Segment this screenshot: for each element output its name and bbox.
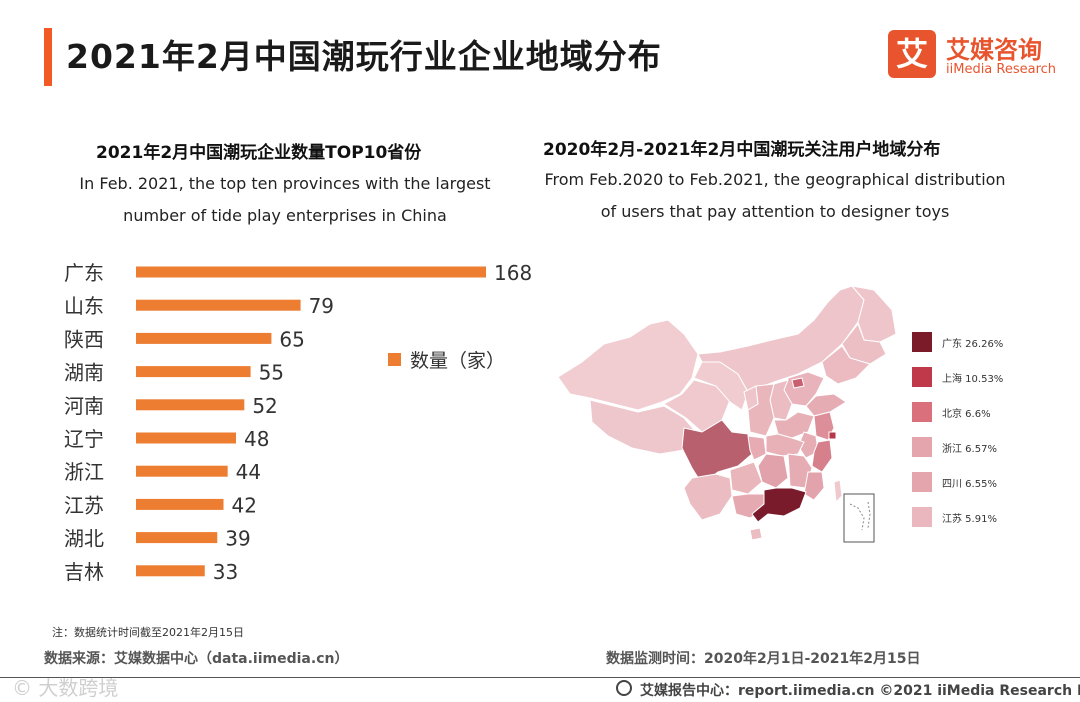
map-region-taiwan — [833, 479, 843, 504]
map-legend-label: 北京 6.6% — [942, 409, 991, 420]
category-label: 湖北 — [64, 527, 104, 551]
title-accent-bar — [44, 28, 52, 86]
map-region-beijing — [791, 377, 805, 389]
category-label: 河南 — [64, 394, 104, 418]
category-label: 湖南 — [64, 361, 104, 385]
legend-swatch — [388, 353, 401, 366]
map-region-chongqing — [747, 435, 767, 461]
map-legend-swatch — [912, 472, 932, 492]
bar-value-label: 42 — [232, 493, 257, 517]
map-legend-label: 江苏 5.91% — [942, 514, 997, 525]
globe-icon — [616, 680, 632, 696]
bar — [136, 465, 228, 477]
map-region-guangdong — [751, 487, 807, 523]
category-label: 江苏 — [64, 493, 104, 517]
map-region-fujian — [803, 471, 825, 501]
data-source: 数据来源：艾媒数据中心（data.iimedia.cn） — [44, 651, 349, 667]
bar-value-label: 48 — [244, 427, 269, 451]
map-legend-label: 四川 6.55% — [942, 479, 997, 490]
brand-logo: 艾 艾媒咨询 iiMedia Research — [888, 30, 1068, 82]
legend-label: 数量（家） — [410, 350, 506, 372]
watermark-text: © 大数跨境 — [12, 676, 119, 700]
map-legend-label: 上海 10.53% — [942, 374, 1004, 385]
bar-value-label: 39 — [225, 527, 250, 551]
category-label: 吉林 — [64, 560, 104, 584]
map-region-yunnan — [683, 473, 733, 521]
bar-value-label: 168 — [494, 261, 532, 285]
map-legend-swatch — [912, 437, 932, 457]
map-region-hubei — [765, 433, 805, 457]
category-label: 山东 — [64, 294, 104, 318]
bar-value-label: 33 — [213, 560, 238, 584]
province-bar-chart: 广东 168 山东 79 陕西 65 湖南 55 河南 52 辽宁 48 浙江 44 江苏 42 湖北 39 吉林 3… — [64, 261, 532, 584]
china-user-distribution-map — [557, 285, 897, 543]
category-label: 辽宁 — [64, 427, 104, 451]
monitor-period: 数据监测时间：2020年2月1日-2021年2月15日 — [606, 651, 921, 667]
map-legend-swatch — [912, 507, 932, 527]
bar-value-label: 52 — [252, 394, 277, 418]
logo-mark-icon: 艾 — [888, 30, 936, 78]
footer-divider — [0, 677, 1080, 678]
map-region-hunan — [757, 453, 789, 489]
logo-cn-text: 艾媒咨询 — [946, 36, 1042, 64]
right-chart-title-en-line2: of users that pay attention to designer … — [600, 202, 950, 221]
bar — [136, 532, 218, 544]
map-region-guizhou — [729, 461, 763, 495]
map-legend-swatch — [912, 367, 932, 387]
left-chart-title-en-line1: In Feb. 2021, the top ten provinces with… — [79, 174, 491, 193]
bar — [136, 565, 205, 577]
category-label: 广东 — [64, 261, 104, 285]
page-title: 2021年2月中国潮玩行业企业地域分布 — [66, 37, 662, 76]
map-region-shanghai — [828, 431, 837, 440]
bar — [136, 332, 272, 344]
map-region-jilin — [841, 323, 887, 365]
map-legend-swatch — [912, 402, 932, 422]
map-region-liaoning — [821, 345, 871, 385]
right-chart-title-en-line1: From Feb.2020 to Feb.2021, the geographi… — [544, 170, 1006, 189]
bar-value-label: 79 — [309, 294, 334, 318]
left-chart-title-cn: 2021年2月中国潮玩企业数量TOP10省份 — [96, 143, 422, 163]
map-region-sichuan — [681, 419, 753, 485]
right-chart-title-cn: 2020年2月-2021年2月中国潮玩关注用户地域分布 — [543, 140, 941, 160]
map-region-hainan — [749, 527, 763, 541]
data-note: 注：数据统计时间截至2021年2月15日 — [52, 626, 244, 639]
map-region-xinjiang — [557, 319, 699, 411]
bar — [136, 432, 236, 444]
bar-value-label: 55 — [259, 361, 284, 385]
china-map-regions — [557, 285, 897, 541]
bar-value-label: 65 — [279, 327, 304, 351]
map-legend-swatch — [912, 332, 932, 352]
bar-value-label: 44 — [236, 460, 261, 484]
category-label: 陕西 — [64, 327, 104, 351]
left-chart-title-en: In Feb. 2021, the top ten provinces with… — [40, 168, 530, 232]
south-china-sea-islands — [849, 501, 871, 531]
bar — [136, 299, 301, 311]
bar — [136, 266, 486, 278]
bar — [136, 498, 224, 510]
logo-en-text: iiMedia Research — [946, 62, 1057, 77]
right-chart-title-en: From Feb.2020 to Feb.2021, the geographi… — [520, 164, 1030, 228]
bar — [136, 366, 251, 378]
category-label: 浙江 — [64, 460, 104, 484]
map-legend-label: 广东 26.26% — [942, 339, 1004, 350]
copyright-text: 艾媒报告中心：report.iimedia.cn ©2021 iiMedia R… — [640, 683, 1080, 699]
bar — [136, 399, 245, 411]
south-china-sea-inset — [843, 493, 875, 543]
left-chart-title-en-line2: number of tide play enterprises in China — [123, 206, 447, 225]
map-legend-label: 浙江 6.57% — [942, 444, 997, 455]
